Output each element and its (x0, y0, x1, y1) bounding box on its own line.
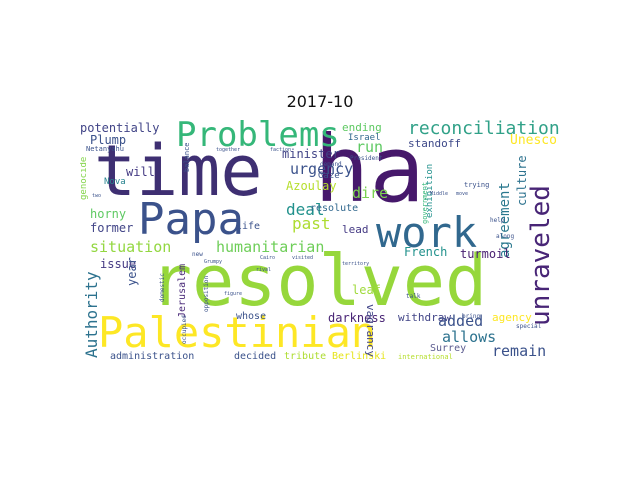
cloud-word: horny (90, 207, 127, 221)
cloud-word: work (376, 208, 478, 257)
cloud-word: together (216, 147, 241, 153)
cloud-word: resolved (150, 240, 488, 322)
cloud-word: Grumpy (204, 259, 223, 265)
cloud-word: talk (406, 293, 421, 300)
cloud-word: darkness (328, 311, 386, 325)
cloud-word: will (126, 165, 155, 179)
cloud-word: move (456, 191, 469, 197)
cloud-word: lead (342, 223, 369, 236)
cloud-word: Middle (430, 191, 449, 197)
cloud-word: dire (352, 184, 389, 202)
cloud-word: Azoulay (286, 179, 337, 193)
cloud-word: turmoil (460, 247, 511, 261)
cloud-word: demand (320, 161, 342, 168)
cloud-word: help (490, 217, 505, 224)
cloud-word: resolute (310, 203, 359, 214)
cloud-word: figure (224, 291, 243, 297)
chart-title: 2017-10 (286, 92, 354, 111)
cloud-word: remain (492, 342, 547, 360)
cloud-word: decided (234, 351, 277, 362)
cloud-word: Unesco (510, 133, 557, 148)
cloud-word: domestic (159, 273, 166, 302)
cloud-word: deal (286, 200, 325, 219)
cloud-word: agency (492, 311, 532, 324)
cloud-word: Jerusalem (177, 263, 188, 318)
cloud-word: new (192, 251, 203, 258)
cloud-word: rival (256, 267, 272, 273)
cloud-word: tribute (284, 351, 327, 362)
cloud-word: ending (342, 121, 382, 134)
cloud-word: unraveled (526, 185, 556, 326)
cloud-word: minister (282, 147, 340, 161)
cloud-word: situation (90, 238, 172, 256)
cloud-word: genocide (80, 156, 89, 200)
cloud-word: Papa (138, 194, 244, 245)
cloud-word: Nova (104, 177, 126, 187)
cloud-word: French (404, 245, 448, 259)
cloud-word: withdraw (398, 311, 451, 324)
cloud-word: former (90, 221, 134, 235)
cloud-word: urgency (290, 160, 354, 178)
cloud-word: time (94, 130, 263, 212)
cloud-word: opposition (203, 275, 210, 312)
cloud-word: added (438, 312, 484, 330)
cloud-word: along (496, 233, 515, 240)
cloud-word: humanitarian (216, 238, 325, 256)
cloud-word: reconciliation (408, 118, 560, 139)
cloud-word: potentially (80, 121, 160, 135)
cloud-word: international (398, 353, 453, 361)
cloud-word: life (236, 221, 261, 232)
word-cloud: time ha resolved Palestinian Papa work P… (80, 118, 564, 364)
cloud-word: Gaze (318, 171, 340, 181)
cloud-word: leaf (352, 283, 381, 297)
cloud-word: past (292, 214, 331, 233)
cloud-word: bring (462, 313, 481, 320)
cloud-word: Surrey (430, 343, 467, 354)
cloud-word: trying (464, 181, 490, 189)
cloud-word: Israel (348, 133, 381, 143)
cloud-word: allows (442, 328, 497, 346)
cloud-word: vagrancy (364, 304, 377, 357)
cloud-word: Problems (176, 118, 340, 155)
cloud-word: government (421, 181, 429, 224)
cloud-word: occupied (181, 315, 188, 344)
cloud-word: Authority (82, 271, 101, 358)
cloud-word: territory (342, 261, 370, 267)
cloud-word: standoff (408, 137, 461, 150)
cloud-word: run (356, 138, 384, 156)
cloud-word: culture (515, 155, 529, 206)
cloud-word: special (516, 323, 542, 330)
cloud-word: Netanyahu (86, 145, 124, 153)
cloud-word: Berlinski (332, 351, 387, 362)
cloud-word: Cairo (260, 255, 276, 261)
cloud-word: balance (183, 142, 191, 172)
cloud-word: President (350, 155, 383, 162)
cloud-word: Plump (90, 133, 127, 147)
cloud-word: whose (236, 311, 267, 322)
cloud-word: visited (292, 255, 314, 261)
cloud-word: two (92, 193, 102, 199)
cloud-word: issue (100, 257, 137, 271)
cloud-word: year (125, 257, 139, 286)
cloud-word: ha (314, 118, 425, 223)
cloud-word: faction (270, 147, 292, 153)
cloud-word: administration (110, 351, 195, 362)
cloud-word: Palestinian (98, 308, 377, 357)
